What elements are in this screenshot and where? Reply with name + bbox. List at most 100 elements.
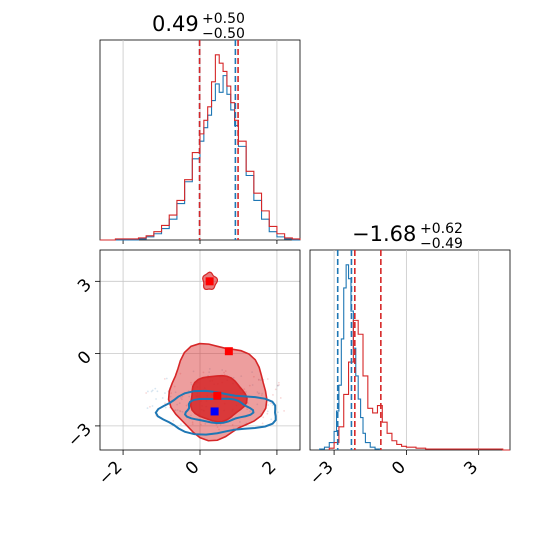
histogram-series-blue	[319, 264, 381, 450]
x-tick-label: 0	[182, 457, 204, 479]
sample-point	[190, 383, 193, 386]
sample-point	[259, 379, 262, 382]
sample-point	[146, 390, 149, 393]
sample-point	[251, 371, 254, 374]
sample-point	[221, 369, 224, 371]
sample-point	[173, 385, 176, 388]
sample-point	[219, 423, 222, 426]
title-plus: +0.50	[202, 11, 245, 27]
contour-outer-blue	[154, 389, 277, 436]
sample-point	[277, 411, 279, 414]
sample-point	[258, 392, 261, 395]
sample-point	[248, 384, 251, 387]
sample-point	[191, 421, 194, 424]
sample-point	[262, 416, 265, 419]
x-tick-label: −2	[95, 457, 127, 489]
sample-point	[146, 407, 149, 410]
sample-point	[151, 405, 154, 407]
sample-point	[178, 402, 181, 405]
sample-point	[174, 409, 177, 411]
histogram-series-red	[100, 54, 301, 241]
sample-point	[277, 384, 279, 387]
sample-point	[260, 394, 263, 397]
title-median: 0.49	[152, 12, 199, 36]
sample-point	[149, 405, 151, 408]
sample-point	[202, 371, 205, 374]
median-marker	[205, 277, 214, 286]
sample-point	[238, 421, 241, 423]
sample-point	[249, 410, 251, 413]
sample-point	[261, 392, 264, 395]
sample-point	[190, 381, 192, 384]
sample-point	[181, 410, 184, 413]
sample-point	[266, 412, 269, 415]
panel-title: −1.68 +0.62 −0.49	[352, 221, 463, 252]
y-tick-label: 3	[74, 275, 96, 297]
y-tick-label: −3	[64, 420, 96, 452]
sample-point	[176, 409, 179, 411]
sample-point	[179, 372, 182, 375]
sample-point	[223, 371, 225, 374]
sample-point	[278, 384, 280, 386]
sample-point	[180, 423, 182, 425]
sample-point	[190, 414, 192, 417]
sample-point	[224, 370, 227, 372]
sample-point	[270, 418, 273, 421]
sample-point	[154, 387, 157, 390]
sample-point	[266, 410, 269, 413]
sample-point	[267, 404, 269, 406]
sample-point	[192, 370, 195, 373]
contour-inner-blue	[183, 397, 255, 425]
median-marker	[213, 391, 222, 400]
sample-point	[283, 410, 285, 412]
sample-point	[256, 391, 259, 393]
sample-point	[270, 402, 272, 405]
sample-point	[172, 419, 175, 422]
title-plus: +0.62	[420, 221, 463, 237]
sample-point	[251, 384, 254, 386]
sample-point	[276, 384, 279, 387]
histogram-series-red	[328, 319, 510, 451]
sample-point	[164, 392, 166, 394]
sample-point	[274, 388, 277, 391]
x-tick-label: 3	[460, 457, 482, 479]
sample-point	[256, 403, 259, 406]
sample-point	[232, 376, 235, 379]
sample-point	[155, 398, 157, 400]
sample-point	[191, 423, 194, 426]
x-tick-label: 0	[388, 457, 410, 479]
sample-point	[170, 392, 173, 394]
sample-point	[271, 404, 274, 407]
sample-point	[185, 404, 188, 407]
sample-point	[277, 381, 280, 384]
sample-point	[272, 394, 274, 396]
panel-title: 0.49 +0.50 −0.50	[152, 11, 245, 42]
sample-point	[231, 424, 234, 426]
sample-point	[261, 422, 264, 425]
sample-point	[181, 395, 184, 398]
sample-point	[179, 410, 182, 413]
sample-point	[179, 397, 182, 399]
sample-point	[164, 402, 166, 405]
sample-point	[179, 409, 181, 412]
median-marker	[210, 407, 219, 416]
sample-point	[164, 406, 167, 409]
sample-point	[180, 398, 183, 401]
sample-point	[279, 397, 282, 399]
sample-point	[188, 395, 191, 398]
sample-point	[204, 423, 207, 425]
title-minus: −0.50	[202, 26, 245, 42]
title-median: −1.68	[352, 222, 416, 246]
sample-point	[252, 375, 255, 378]
plot-frame	[309, 249, 511, 451]
sample-point	[208, 368, 211, 370]
sample-point	[246, 408, 249, 411]
sample-point	[165, 377, 168, 380]
sample-point	[216, 426, 219, 429]
sample-point	[257, 392, 260, 395]
sample-point	[240, 375, 243, 378]
sample-point	[218, 428, 220, 431]
sample-point	[257, 379, 260, 381]
sample-point	[163, 377, 166, 380]
sample-point	[243, 388, 246, 391]
